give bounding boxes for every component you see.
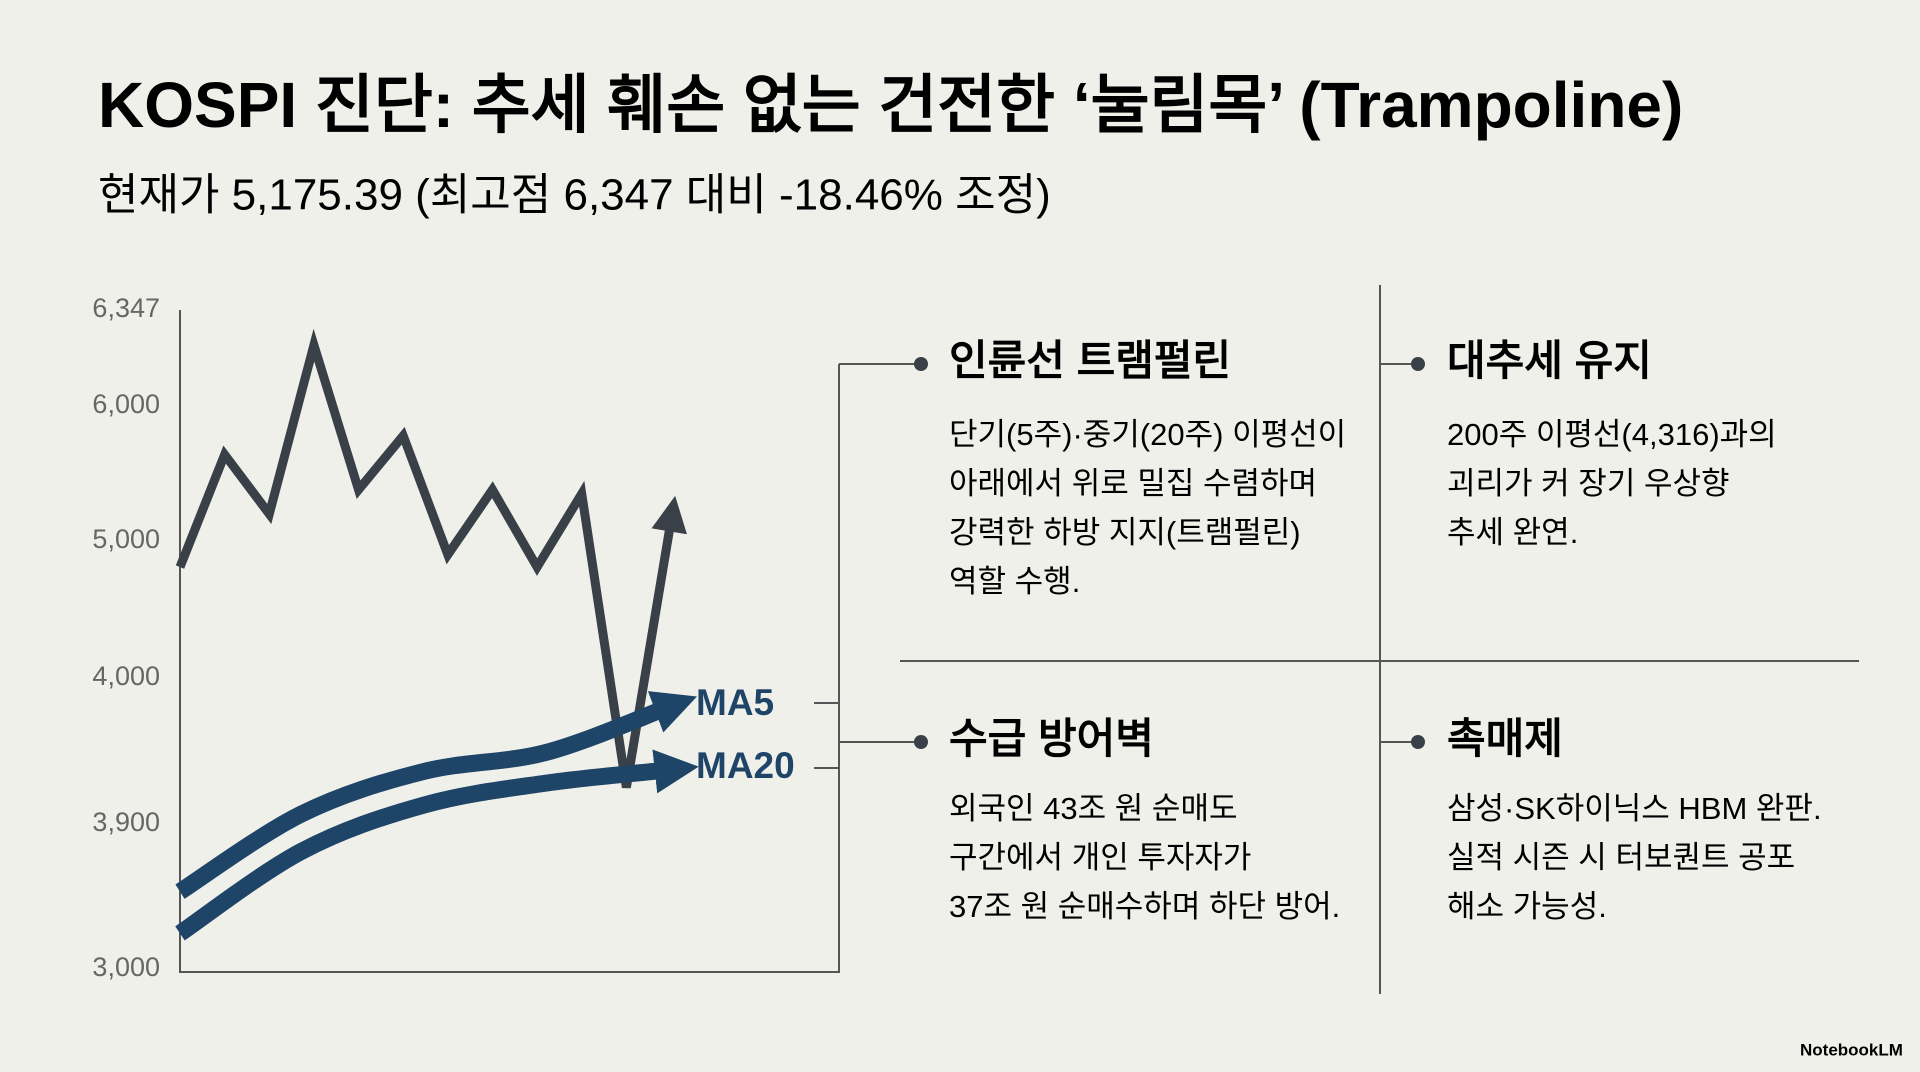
y-tick-label: 5,000 <box>92 524 160 554</box>
y-tick-label: 3,000 <box>92 952 160 982</box>
axis <box>179 310 840 973</box>
panel-text: 해소 가능성. <box>1447 889 1607 924</box>
panel-text: 37조 원 순매수하며 하단 방어. <box>949 889 1340 924</box>
panel-text: 구간에서 개인 투자자가 <box>949 840 1251 875</box>
panel-text: 추세 완연. <box>1447 515 1578 550</box>
panel-title: 촉매제 <box>1447 715 1563 762</box>
ma-line <box>175 749 699 941</box>
panel-text: 외국인 43조 원 순매도 <box>949 791 1237 826</box>
panel-text: 아래에서 위로 밀집 수렴하며 <box>949 466 1317 501</box>
panel-text: 괴리가 커 장기 우상향 <box>1447 466 1730 501</box>
dividers <box>900 285 1859 994</box>
subtitle: 현재가 5,175.39 (최고점 6,347 대비 -18.46% 조정) <box>98 171 1051 220</box>
ma-line <box>175 691 698 899</box>
frame-lines <box>179 285 1859 994</box>
y-tick-label: 6,000 <box>92 389 160 419</box>
panel-text: 200주 이평선(4,316)과의 <box>1447 417 1777 452</box>
panel-text: 강력한 하방 지지(트램펄린) <box>949 515 1301 550</box>
connectors <box>814 363 921 769</box>
panel-text: 실적 시즌 시 터보퀀트 공포 <box>1447 840 1795 875</box>
panel-text: 역할 수행. <box>949 564 1080 599</box>
y-tick-label: 3,900 <box>92 807 160 837</box>
watermark: NotebookLM <box>1800 1040 1903 1059</box>
series-label: MA5 <box>696 682 774 723</box>
price-line <box>175 328 687 789</box>
panel-text: 단기(5주)·중기(20주) 이평선이 <box>949 417 1346 452</box>
panel-text: 삼성·SK하이닉스 HBM 완판. <box>1447 791 1822 826</box>
panel-title: 대추세 유지 <box>1447 337 1652 384</box>
panel-title: 인륜선 트램펄린 <box>949 337 1231 384</box>
connector-dots <box>914 357 1425 749</box>
y-tick-label: 4,000 <box>92 661 160 691</box>
series-label: MA20 <box>696 745 795 786</box>
y-tick-label: 6,347 <box>92 293 160 323</box>
title: KOSPI 진단: 추세 훼손 없는 건전한 ‘눌림목’ (Trampoline… <box>98 69 1683 141</box>
panel-title: 수급 방어벽 <box>949 715 1154 762</box>
